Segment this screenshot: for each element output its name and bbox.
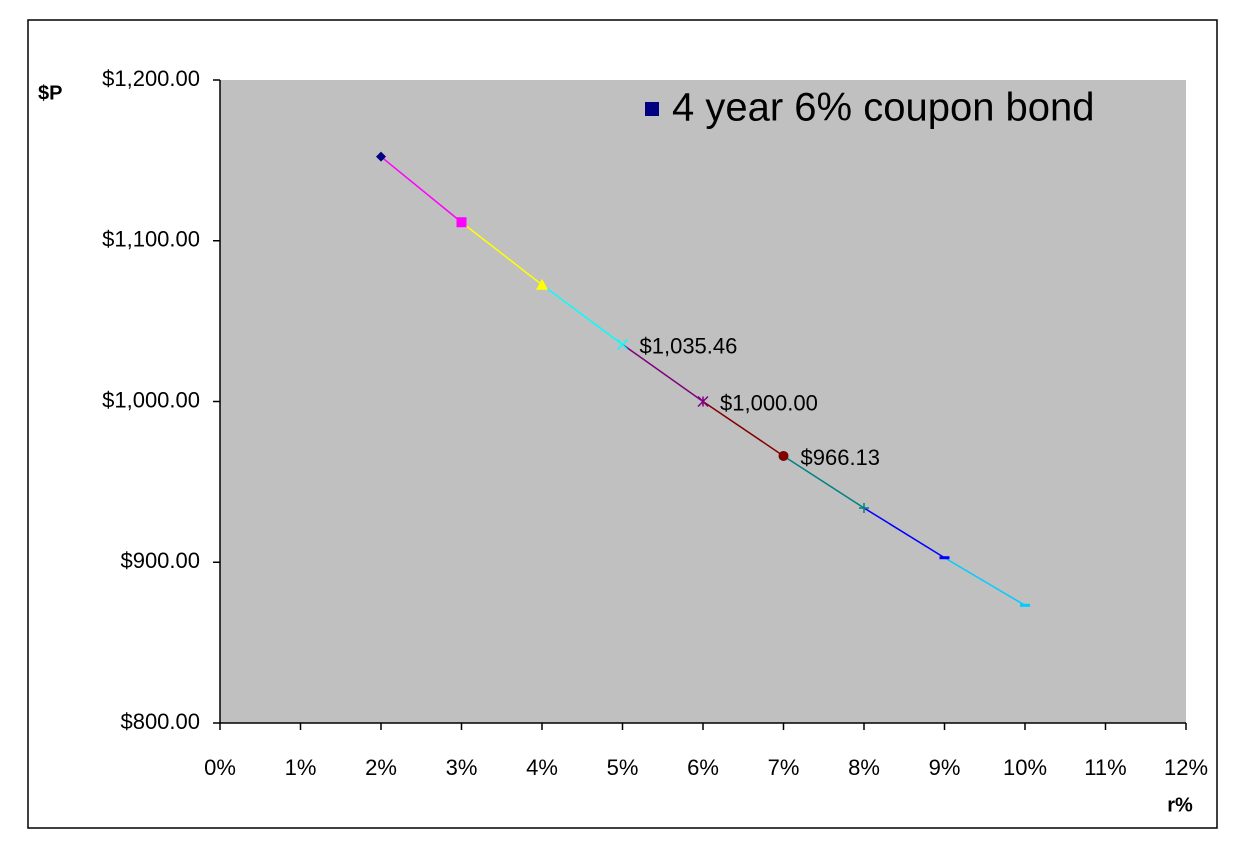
y-axis-label: $P <box>38 82 62 104</box>
x-tick-label: 6% <box>687 755 719 780</box>
data-label: $1,035.46 <box>640 333 738 358</box>
x-tick-label: 0% <box>204 755 236 780</box>
marker <box>376 151 386 162</box>
x-tick-label: 10% <box>1003 755 1047 780</box>
x-tick-label: 3% <box>446 755 478 780</box>
x-tick-label: 12% <box>1164 755 1208 780</box>
y-tick-label: $1,000.00 <box>102 387 200 412</box>
x-tick-label: 8% <box>848 755 880 780</box>
data-label: $1,000.00 <box>720 390 818 415</box>
line-segment <box>944 557 1026 606</box>
x-tick-label: 2% <box>365 755 397 780</box>
data-label: $966.13 <box>801 445 881 470</box>
x-tick-label: 7% <box>768 755 800 780</box>
marker <box>778 450 789 461</box>
x-tick-label: 1% <box>285 755 317 780</box>
marker <box>616 338 629 351</box>
y-tick-label: $800.00 <box>120 709 200 734</box>
line-segment <box>702 400 784 457</box>
x-tick-label: 9% <box>929 755 961 780</box>
x-axis-label: r% <box>1167 794 1193 816</box>
x-tick-label: 4% <box>526 755 558 780</box>
x-tick-label: 11% <box>1084 755 1126 780</box>
y-tick-label: $1,100.00 <box>102 227 200 252</box>
y-tick-label: $1,200.00 <box>102 66 200 91</box>
line-segment <box>541 284 623 346</box>
marker <box>536 278 548 290</box>
y-tick-label: $900.00 <box>120 548 200 573</box>
marker <box>697 395 709 408</box>
line-segment <box>380 156 462 223</box>
line-segment <box>461 221 543 286</box>
marker <box>859 502 869 513</box>
line-segment <box>863 507 945 559</box>
legend-marker <box>645 102 659 116</box>
marker <box>456 217 467 228</box>
x-tick-label: 5% <box>607 755 639 780</box>
line-segment <box>783 455 865 509</box>
legend-label: 4 year 6% coupon bond <box>672 86 1095 130</box>
line-segment <box>622 343 704 403</box>
